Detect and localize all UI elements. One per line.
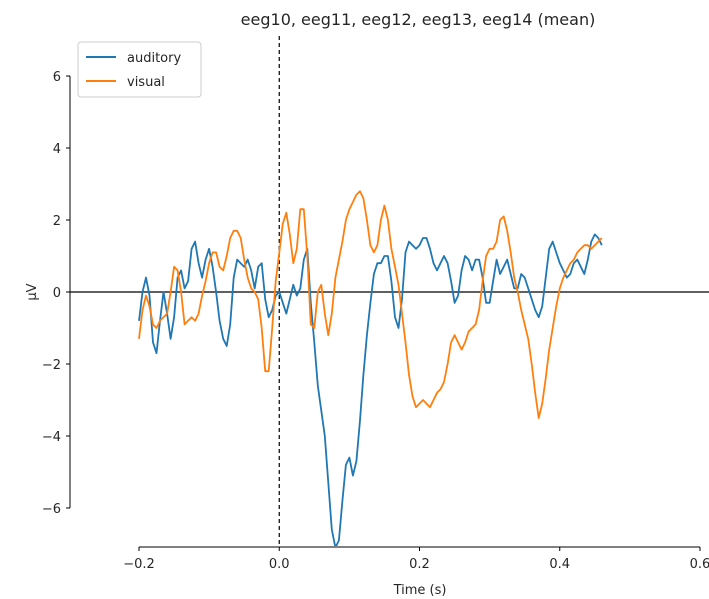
legend-box xyxy=(77,41,202,98)
chart-title: eeg10, eeg11, eeg12, eeg13, eeg14 (mean) xyxy=(241,10,596,29)
y-tick-label: −2 xyxy=(42,358,61,373)
series-line-visual xyxy=(138,190,603,419)
y-tick-label: 2 xyxy=(53,214,61,229)
legend-label-auditory: auditory xyxy=(127,51,181,66)
x-tick-label: −0.2 xyxy=(123,557,155,572)
y-tick-label: −6 xyxy=(42,502,61,517)
x-tick-label: 0.4 xyxy=(549,557,570,572)
series-line-auditory xyxy=(138,233,603,546)
y-tick-label: −4 xyxy=(42,430,61,445)
y-axis-label: µV xyxy=(25,283,40,300)
y-tick-label: 0 xyxy=(53,286,61,301)
y-tick-label: 6 xyxy=(53,70,61,85)
legend: auditory visual xyxy=(77,41,202,98)
y-tick-label: 4 xyxy=(53,142,61,157)
x-axis-label: Time (s) xyxy=(393,583,447,598)
x-tick-label: 0.6 xyxy=(690,557,709,572)
x-tick-label: 0.0 xyxy=(269,557,290,572)
x-tick-label: 0.2 xyxy=(409,557,430,572)
legend-label-visual: visual xyxy=(127,75,165,90)
